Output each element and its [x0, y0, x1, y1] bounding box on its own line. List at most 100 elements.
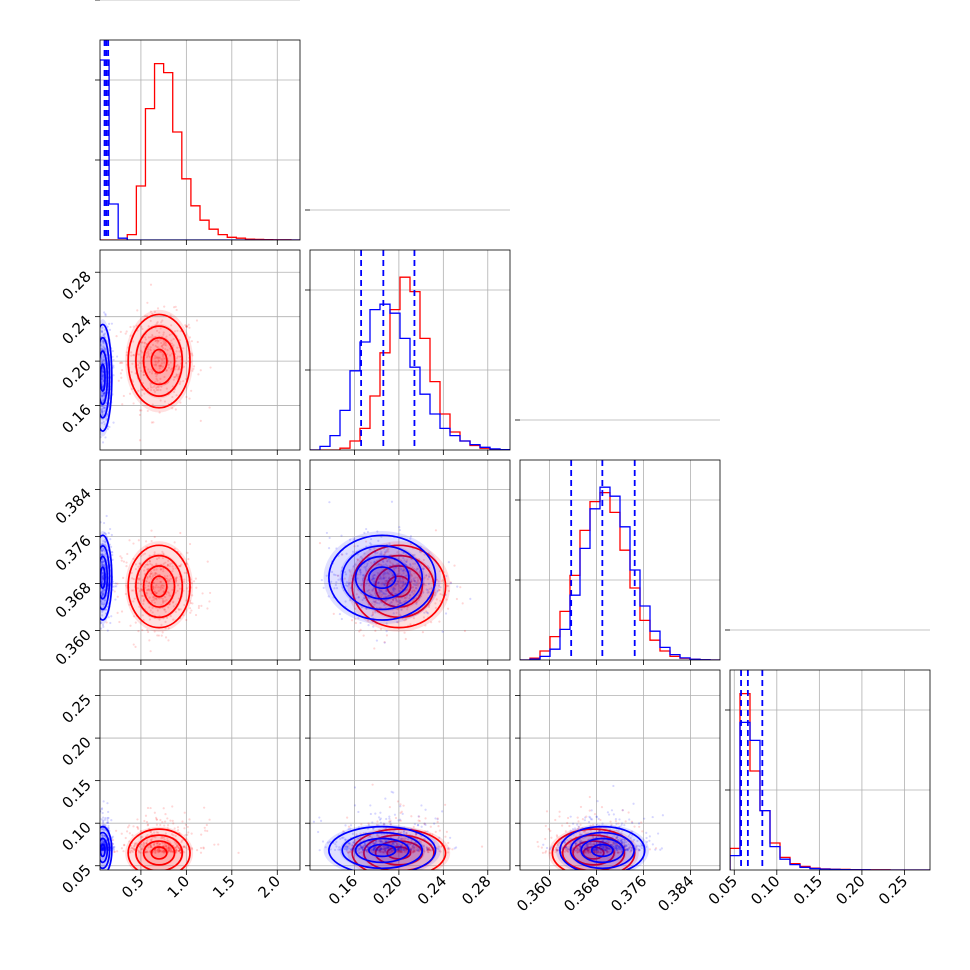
- scatter-point: [174, 576, 178, 579]
- scatter-point: [200, 833, 203, 836]
- scatter-point: [100, 404, 103, 408]
- scatter-point: [392, 599, 395, 602]
- scatter-point: [349, 850, 352, 853]
- contour-line: [100, 843, 106, 858]
- scatter-point: [160, 362, 164, 365]
- scatter-point: [101, 377, 104, 381]
- scatter-point: [618, 837, 622, 840]
- scatter-point: [146, 850, 149, 854]
- scatter-point: [383, 838, 387, 842]
- scatter-point: [380, 847, 383, 850]
- scatter-point: [390, 843, 393, 846]
- scatter-point: [581, 818, 584, 821]
- scatter-point: [387, 845, 390, 849]
- scatter-point: [155, 329, 159, 332]
- scatter-point: [412, 844, 415, 847]
- scatter-point: [143, 843, 146, 846]
- scatter-point: [161, 836, 164, 840]
- scatter-point: [380, 601, 383, 604]
- scatter-point: [409, 848, 413, 851]
- scatter-point: [341, 566, 344, 569]
- scatter-point: [132, 600, 135, 603]
- scatter-point: [185, 377, 188, 381]
- scatter-point: [155, 356, 158, 360]
- scatter-point: [166, 847, 170, 850]
- scatter-point: [622, 841, 626, 845]
- scatter-point: [101, 407, 105, 410]
- scatter-point: [137, 827, 140, 830]
- scatter-point: [154, 360, 158, 363]
- scatter-point: [574, 849, 577, 852]
- scatter-point: [95, 847, 97, 849]
- scatter-point: [163, 341, 166, 344]
- scatter-point: [345, 552, 348, 555]
- scatter-point: [101, 847, 105, 850]
- scatter-point: [92, 386, 94, 388]
- scatter-point: [380, 550, 383, 554]
- scatter-point: [170, 847, 173, 851]
- scatter-point: [449, 582, 453, 585]
- scatter-point: [344, 573, 348, 576]
- scatter-point: [166, 349, 169, 352]
- scatter-point: [149, 319, 152, 323]
- scatter-point: [165, 369, 168, 372]
- scatter-point: [110, 533, 113, 537]
- scatter-point: [413, 850, 416, 853]
- scatter-point: [163, 600, 166, 603]
- scatter-point: [176, 355, 179, 358]
- scatter-point: [554, 818, 557, 822]
- scatter-point: [159, 580, 163, 583]
- scatter-point: [156, 609, 159, 612]
- scatter-point: [317, 830, 320, 834]
- scatter-point: [434, 602, 437, 605]
- panel-2-2: [515, 419, 721, 665]
- scatter-point: [415, 849, 419, 852]
- scatter-point: [382, 592, 385, 595]
- scatter-point: [100, 590, 103, 593]
- scatter-point: [576, 823, 579, 826]
- scatter-point: [428, 604, 431, 607]
- scatter-point: [379, 839, 382, 842]
- scatter-point: [160, 344, 164, 347]
- scatter-point: [388, 594, 391, 597]
- scatter-point: [93, 588, 95, 590]
- scatter-point: [94, 607, 96, 609]
- scatter-point: [156, 321, 159, 324]
- scatter-point: [98, 806, 100, 808]
- scatter-point: [434, 529, 438, 532]
- scatter-point: [397, 846, 400, 850]
- scatter-point: [347, 581, 351, 585]
- scatter-point: [140, 594, 143, 597]
- scatter-point: [431, 833, 434, 836]
- scatter-point: [171, 588, 174, 591]
- scatter-point: [422, 582, 425, 585]
- scatter-point: [387, 839, 390, 842]
- scatter-point: [197, 606, 200, 610]
- scatter-point: [158, 364, 161, 367]
- scatter-point: [170, 339, 173, 342]
- scatter-point: [162, 807, 165, 810]
- scatter-point: [610, 823, 613, 826]
- scatter-point: [151, 312, 154, 315]
- scatter-point: [361, 574, 365, 577]
- scatter-point: [426, 848, 430, 851]
- scatter-point: [96, 550, 98, 552]
- scatter-point: [96, 843, 98, 845]
- scatter-point: [611, 843, 615, 846]
- scatter-point: [380, 583, 383, 586]
- scatter-point: [411, 845, 414, 848]
- contour-line: [354, 837, 410, 864]
- scatter-point: [142, 373, 145, 377]
- scatter-point: [158, 842, 161, 845]
- scatter-point: [386, 845, 389, 848]
- y-tick-label: 0.10: [58, 818, 94, 854]
- scatter-point: [116, 582, 119, 585]
- scatter-point: [571, 847, 574, 850]
- scatter-point: [390, 833, 393, 836]
- scatter-point: [337, 578, 340, 581]
- scatter-point: [98, 830, 100, 832]
- scatter-point: [403, 567, 406, 570]
- scatter-point: [395, 582, 398, 586]
- scatter-point: [379, 628, 383, 631]
- scatter-point: [157, 356, 160, 359]
